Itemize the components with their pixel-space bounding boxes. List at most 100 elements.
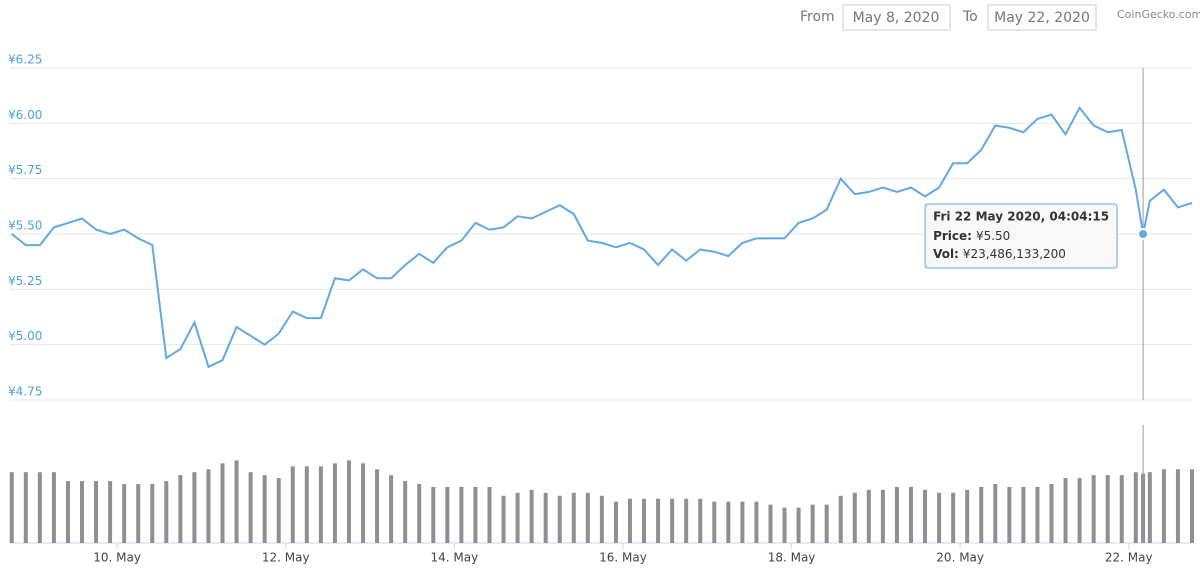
volume-bar [276, 478, 281, 543]
tooltip: Fri 22 May 2020, 04:04:15 Price: ¥5.50 Vol:… [924, 203, 1118, 269]
y-tick-label: ¥5.00 [8, 329, 42, 343]
volume-bar [908, 486, 913, 543]
tooltip-date: Fri 22 May 2020, 04:04:15 [933, 210, 1109, 224]
volume-bar [684, 498, 689, 543]
volume-bar [1119, 475, 1124, 543]
volume-bar [852, 492, 857, 543]
volume-bar [1105, 475, 1110, 543]
volume-bar [1190, 469, 1194, 543]
volume-bar [487, 486, 492, 543]
volume-bar [824, 504, 829, 543]
volume-bar [459, 486, 464, 543]
volume-bar [698, 498, 703, 543]
volume-bar [613, 501, 618, 543]
tooltip-price-value: ¥5.50 [976, 229, 1010, 243]
volume-bar [94, 481, 99, 543]
volume-bar [1035, 486, 1040, 543]
volume-bar [866, 489, 871, 543]
volume-bar [389, 475, 394, 543]
volume-bar [754, 501, 759, 543]
volume-bar [726, 501, 731, 543]
volume-bar [150, 484, 155, 543]
volume-bar [9, 472, 14, 543]
volume-bar [810, 504, 815, 543]
volume-bar [1021, 486, 1026, 543]
volume-bar [136, 484, 141, 543]
x-tick-label: 20. May [936, 551, 984, 565]
volume-bar [417, 484, 422, 543]
volume-bar [1077, 478, 1082, 543]
volume-bar [599, 495, 604, 543]
volume-bar [838, 495, 843, 543]
tooltip-vol: Vol: ¥23,486,133,200 [933, 247, 1066, 261]
volume-bar [796, 507, 801, 543]
from-input[interactable] [842, 4, 951, 31]
y-tick-label: ¥4.75 [8, 385, 42, 399]
volume-bar [51, 472, 56, 543]
x-tick-label: 14. May [430, 551, 478, 565]
volume-bar [768, 504, 773, 543]
volume-bar [318, 466, 323, 543]
volume-bar [1091, 475, 1096, 543]
volume-bar [1049, 484, 1054, 543]
y-tick-label: ¥6.25 [8, 53, 42, 67]
volume-bar [965, 489, 970, 543]
volume-bar [1133, 472, 1138, 543]
brand: CoinGecko.com [1117, 8, 1200, 21]
x-tick-label: 10. May [93, 551, 141, 565]
volume-bar [164, 481, 169, 543]
volume-bar [740, 501, 745, 543]
volume-bar [262, 475, 267, 543]
volume-bar [993, 484, 998, 543]
volume-bar [206, 469, 211, 543]
volume-bar [557, 495, 562, 543]
from-label: From [800, 9, 835, 25]
volume-bar [473, 486, 478, 543]
volume-bar [585, 492, 590, 543]
from-date[interactable]: May 8, 2020 [853, 10, 940, 26]
volume-bar [782, 507, 787, 543]
volume-bar [178, 475, 183, 543]
volume-bar [627, 498, 632, 543]
to-input[interactable] [987, 4, 1097, 31]
tooltip-price: Price: ¥5.50 [933, 229, 1010, 243]
volume-bar [501, 495, 506, 543]
volume-bar [543, 492, 548, 543]
volume-bar [361, 463, 366, 543]
tooltip-price-label: Price: [933, 229, 972, 243]
volume-bar [529, 489, 534, 543]
volume-bar [1161, 469, 1166, 543]
tooltip-box [924, 203, 1118, 269]
hover-marker [1137, 228, 1150, 240]
y-tick-label: ¥5.25 [8, 274, 42, 288]
volume-bar [571, 492, 576, 543]
y-tick-label: ¥5.50 [8, 219, 42, 233]
volume-bar [1147, 472, 1152, 543]
volume-bar [23, 472, 28, 543]
volume-bar [346, 460, 351, 543]
volume-bar [108, 481, 113, 543]
volume-bar [656, 498, 661, 543]
volume-bar [80, 481, 85, 543]
volume-bar [234, 460, 239, 543]
volume-bar [1007, 486, 1012, 543]
x-tick-label: 12. May [262, 551, 310, 565]
volume-bar [894, 486, 899, 543]
volume-bar [431, 486, 436, 543]
volume-bar [642, 498, 647, 543]
volume-bar [332, 463, 337, 543]
volume-bar [37, 472, 42, 543]
volume-bar [951, 492, 956, 543]
y-tick-label: ¥6.00 [8, 108, 42, 122]
volume-bar [122, 484, 127, 543]
y-tick-label: ¥5.75 [8, 163, 42, 177]
volume-bar [515, 492, 520, 543]
volume-bar [979, 486, 984, 543]
volume-bar [1175, 469, 1180, 543]
volume-bar [192, 472, 197, 543]
to-date[interactable]: May 22, 2020 [994, 10, 1090, 26]
volume-bar [880, 489, 885, 543]
volume-bar [670, 498, 675, 543]
